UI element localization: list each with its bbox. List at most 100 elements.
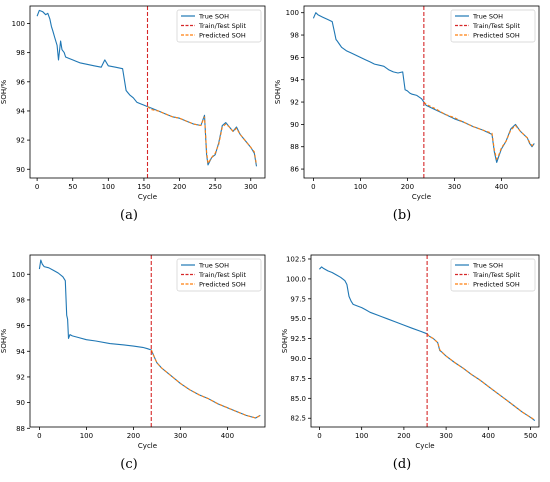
y-tick-label: 100: [12, 20, 25, 28]
plot-frame: [310, 254, 540, 428]
y-tick-label: 90: [16, 166, 25, 174]
y-axis-label: SOH/%: [0, 80, 8, 105]
y-tick-label: 86: [290, 166, 299, 174]
legend-label: Train/Test Split: [472, 271, 521, 279]
legend-label: Predicted SOH: [473, 280, 520, 288]
panel-label-b: (b): [392, 208, 412, 223]
series-true-soh: [36, 9, 258, 167]
x-tick-label: 0: [317, 432, 321, 440]
y-tick-label: 94: [16, 107, 25, 115]
x-axis-label: Cycle: [138, 193, 157, 201]
y-tick-label: 98: [16, 296, 25, 304]
x-tick-label: 50: [68, 183, 77, 191]
x-axis-label: Cycle: [415, 442, 434, 450]
y-axis-label: SOH/%: [0, 329, 8, 354]
x-tick-label: 100: [102, 183, 115, 191]
x-tick-label: 400: [482, 432, 495, 440]
y-tick-label: 102.5: [286, 255, 306, 263]
legend-label: Predicted SOH: [199, 31, 246, 39]
x-tick-label: 250: [208, 183, 221, 191]
y-tick-label: 88: [16, 425, 25, 433]
legend-label: Train/Test Split: [472, 22, 521, 30]
x-tick-label: 100: [355, 432, 368, 440]
x-tick-label: 0: [35, 183, 39, 191]
x-tick-label: 200: [397, 432, 410, 440]
y-axis-label: SOH/%: [281, 329, 289, 354]
chart-panel-1: 0 100 200 300 400 86 88 90 92 94 96 98 100 Cycle SOH/%…: [274, 5, 540, 201]
chart-panel-2: 0 100 200 300 400 88 90 92 94 96 98 100 Cycle SOH/% Tr…: [0, 254, 266, 450]
series-predicted-soh: [147, 106, 258, 166]
y-tick-label: 85.0: [290, 395, 306, 403]
legend-label: Predicted SOH: [473, 31, 520, 39]
series-predicted-soh: [423, 101, 535, 161]
legend-box: [176, 9, 262, 43]
y-tick-label: 82.5: [290, 415, 306, 423]
legend-label: True SOH: [198, 261, 229, 269]
legend-box: [450, 258, 536, 292]
y-tick-label: 96: [16, 78, 25, 86]
legend-label: True SOH: [472, 261, 503, 269]
plot-frame: [29, 5, 266, 179]
y-tick-label: 94: [290, 76, 299, 84]
x-tick-label: 300: [448, 183, 461, 191]
x-tick-label: 0: [311, 183, 315, 191]
legend-box: [450, 9, 536, 43]
y-tick-label: 92: [290, 99, 299, 107]
panel-label-c: (c): [120, 457, 138, 472]
y-tick-label: 90.0: [290, 355, 306, 363]
legend-box: [176, 258, 262, 292]
y-tick-label: 98: [290, 32, 299, 40]
legend-label: Train/Test Split: [198, 271, 247, 279]
y-tick-label: 87.5: [290, 375, 306, 383]
y-tick-label: 95.0: [290, 315, 306, 323]
x-tick-label: 100: [80, 432, 93, 440]
plot-frame: [29, 254, 266, 428]
x-tick-label: 400: [495, 183, 508, 191]
x-tick-label: 400: [221, 432, 234, 440]
x-tick-label: 150: [137, 183, 150, 191]
legend-label: Predicted SOH: [199, 280, 246, 288]
y-tick-label: 90: [16, 399, 25, 407]
legend-label: True SOH: [472, 12, 503, 20]
series-predicted-soh: [150, 349, 261, 419]
y-tick-label: 96: [290, 54, 299, 62]
panel-label-d: (d): [392, 457, 412, 472]
x-tick-label: 300: [174, 432, 187, 440]
x-tick-label: 200: [127, 432, 140, 440]
x-tick-label: 200: [173, 183, 186, 191]
x-tick-label: 300: [244, 183, 257, 191]
y-tick-label: 92: [16, 137, 25, 145]
y-tick-label: 100.0: [286, 275, 306, 283]
chart-panel-3: 0 100 200 300 400 500 82.5 85.0 87.5 90.0 92.5 95.0…: [281, 254, 540, 450]
y-tick-label: 88: [290, 143, 299, 151]
x-tick-label: 100: [354, 183, 367, 191]
y-tick-label: 100: [12, 271, 25, 279]
y-tick-label: 96: [16, 322, 25, 330]
x-tick-label: 300: [439, 432, 452, 440]
plot-frame: [303, 5, 540, 179]
y-axis-label: SOH/%: [274, 80, 282, 105]
y-tick-label: 98: [16, 49, 25, 57]
x-axis-label: Cycle: [138, 442, 157, 450]
x-tick-label: 500: [524, 432, 537, 440]
x-axis-label: Cycle: [412, 193, 431, 201]
chart-panel-0: 0 50 100 150 200 250 300 90 92 94 96 98 100 Cycle SOH/…: [0, 5, 266, 201]
panel-label-a: (a): [120, 208, 138, 223]
y-tick-label: 92: [16, 373, 25, 381]
legend-label: True SOH: [198, 12, 229, 20]
x-tick-label: 200: [401, 183, 414, 191]
y-tick-label: 97.5: [290, 295, 306, 303]
y-tick-label: 100: [286, 9, 299, 17]
legend-label: Train/Test Split: [198, 22, 247, 30]
y-tick-label: 92.5: [290, 335, 306, 343]
x-tick-label: 0: [37, 432, 41, 440]
y-tick-label: 94: [16, 348, 25, 356]
y-tick-label: 90: [290, 121, 299, 129]
series-predicted-soh: [426, 333, 536, 421]
